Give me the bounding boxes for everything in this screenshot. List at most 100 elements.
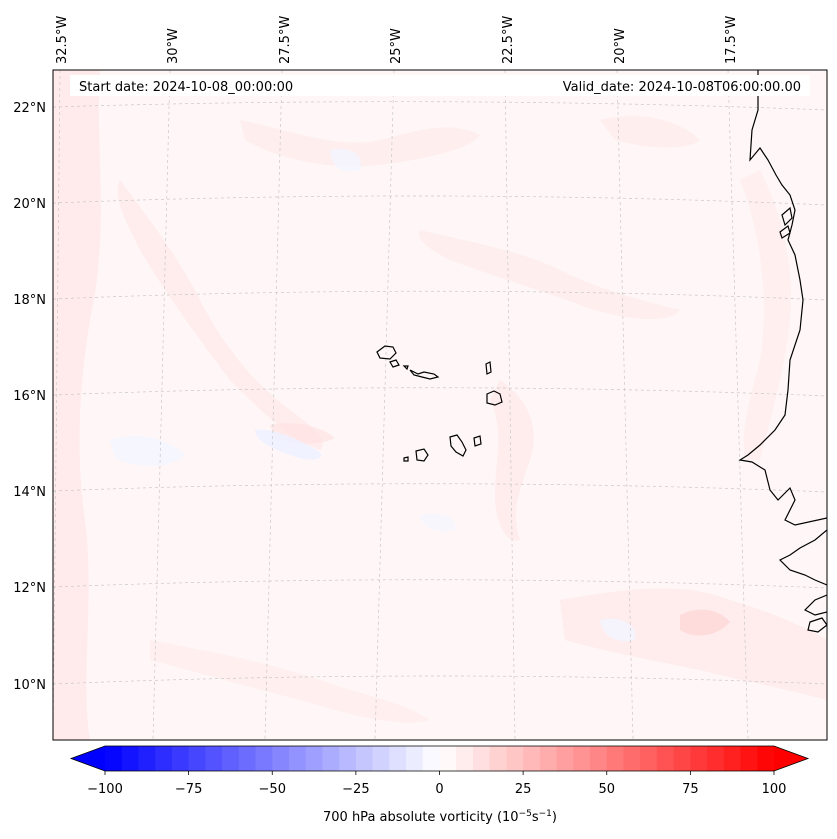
- colorbar-cell: [155, 746, 173, 771]
- valid-date-label: Valid_date: 2024-10-08T06:00:00.00: [563, 80, 801, 95]
- island-sal: [485, 361, 492, 375]
- meridian-line: [504, 70, 516, 740]
- colorbar-cell: [489, 746, 507, 771]
- colorbar-cell: [673, 746, 691, 771]
- island-santiago: [449, 434, 467, 457]
- island-sao-nicolau: [409, 369, 440, 380]
- africa-coastline: [803, 594, 827, 616]
- island-sao-vicente: [389, 359, 400, 368]
- colorbar-cell: [523, 746, 541, 771]
- lat-label: 20°N: [13, 197, 46, 212]
- island-fogo: [415, 448, 429, 462]
- parallel-line: [53, 195, 827, 206]
- colorbar-cell: [422, 746, 441, 771]
- colorbar-extend-min-arrow: [71, 746, 105, 771]
- map-panel: Start date: 2024-10-08_00:00:00 Valid_da…: [52, 69, 828, 741]
- latitude-labels: 22°N 20°N 18°N 16°N 14°N 12°N 10°N: [13, 101, 46, 693]
- vorticity-contour: [150, 640, 430, 723]
- colorbar-tick-label: −100: [87, 782, 123, 797]
- vorticity-contour: [240, 120, 480, 167]
- lat-label: 12°N: [13, 581, 46, 596]
- parallel-line: [53, 290, 827, 301]
- colorbar-cell: [255, 746, 273, 771]
- colorbar-cells: [105, 746, 775, 771]
- parallel-line: [53, 579, 827, 589]
- lon-label: 22.5°W: [501, 16, 516, 64]
- island-maio: [473, 435, 482, 447]
- parallel-line: [53, 483, 827, 493]
- colorbar-cell: [539, 746, 558, 771]
- vorticity-contour: [255, 429, 321, 460]
- colorbar-cell: [406, 746, 424, 771]
- vorticity-contour: [420, 513, 456, 532]
- colorbar-title: 700 hPa absolute vorticity (10−5s−1): [323, 809, 557, 825]
- colorbar-tick-labels: −100 −75 −50 −25 0 25 50 75 100: [87, 782, 786, 797]
- colorbar-cell: [138, 746, 156, 771]
- parallel-line: [53, 675, 827, 685]
- colorbar-cell: [272, 746, 290, 771]
- colorbar-cell: [757, 746, 775, 771]
- island-brava: [403, 456, 409, 462]
- colorbar-tick-label: −50: [259, 782, 286, 797]
- colorbar-cell: [121, 746, 140, 771]
- colorbar-tick-label: 0: [435, 782, 443, 797]
- graticule: [53, 70, 827, 740]
- island-santa-luzia: [402, 365, 409, 371]
- colorbar-cell: [389, 746, 407, 771]
- vorticity-contour: [600, 618, 636, 642]
- colorbar-tick-label: 25: [515, 782, 532, 797]
- meridian-line: [53, 70, 61, 740]
- colorbar-tick-label: −25: [342, 782, 369, 797]
- coastlines: [376, 70, 827, 633]
- africa-coastline: [738, 70, 827, 526]
- lon-label: 17.5°W: [724, 16, 739, 64]
- lat-label: 16°N: [13, 389, 46, 404]
- colorbar-cell: [222, 746, 240, 771]
- start-date-label: Start date: 2024-10-08_00:00:00: [79, 80, 293, 95]
- colorbar-cell: [590, 746, 608, 771]
- colorbar-tick-label: −75: [175, 782, 202, 797]
- colorbar-cell: [640, 746, 658, 771]
- africa-coastline: [778, 529, 827, 586]
- colorbar-cell: [105, 746, 123, 771]
- colorbar-cell: [740, 746, 758, 771]
- colorbar-cell: [171, 746, 190, 771]
- colorbar-tick-label: 100: [762, 782, 787, 797]
- vorticity-contour: [600, 116, 700, 148]
- colorbar-cell: [472, 746, 491, 771]
- meridian-line: [727, 70, 749, 740]
- colorbar-ticks: [104, 771, 775, 775]
- vorticity-contour: [117, 180, 323, 450]
- colorbar-cell: [656, 746, 675, 771]
- colorbar-tick-label: 50: [598, 782, 615, 797]
- island-santo-antao: [376, 345, 397, 360]
- colorbar-cell: [322, 746, 340, 771]
- colorbar-cell: [188, 746, 206, 771]
- colorbar-cell: [339, 746, 357, 771]
- colorbar: −100 −75 −50 −25 0 25 50 75 100 700 hPa …: [69, 745, 810, 825]
- coast-inlet: [779, 224, 791, 239]
- colorbar-cell: [439, 746, 457, 771]
- meridian-line: [152, 70, 171, 740]
- colorbar-cell: [238, 746, 257, 771]
- lon-label: 27.5°W: [278, 16, 293, 64]
- parallel-line: [53, 387, 827, 397]
- colorbar-cell: [556, 746, 574, 771]
- meridian-line: [264, 70, 283, 740]
- vorticity-contour: [419, 230, 680, 320]
- vorticity-contour: [740, 170, 791, 460]
- lon-label: 20°W: [613, 28, 628, 64]
- lat-label: 22°N: [13, 101, 46, 116]
- colorbar-title-suffix: ): [552, 810, 557, 825]
- vorticity-field: [53, 70, 827, 740]
- lon-label: 25°W: [389, 28, 404, 64]
- parallel-line: [53, 101, 827, 111]
- lat-label: 14°N: [13, 485, 46, 500]
- colorbar-cell: [723, 746, 742, 771]
- vorticity-contour: [53, 70, 101, 740]
- colorbar-cell: [623, 746, 641, 771]
- colorbar-cell: [707, 746, 725, 771]
- header-background: [70, 75, 810, 96]
- colorbar-cell: [690, 746, 708, 771]
